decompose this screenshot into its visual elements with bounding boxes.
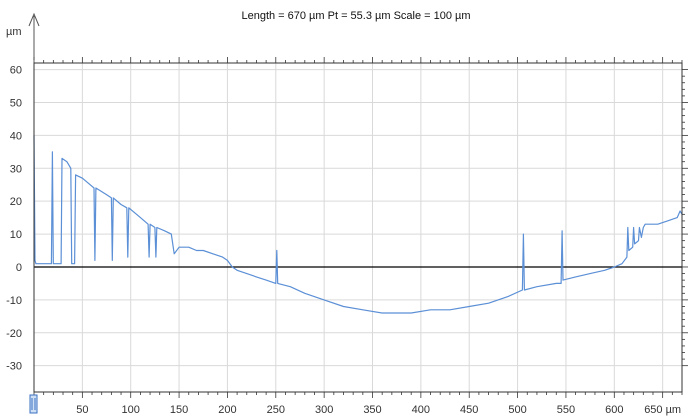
x-tick-label: 250: [267, 404, 285, 416]
x-tick-label: 200: [218, 404, 236, 416]
x-tick-label: 400: [412, 404, 430, 416]
x-tick-label: 50: [76, 404, 88, 416]
y-tick-label: 10: [10, 229, 22, 241]
y-tick-label: 20: [10, 196, 22, 208]
y-tick-label: 30: [10, 163, 22, 175]
y-unit-label: µm: [6, 26, 22, 38]
profile-series-line: [33, 135, 683, 314]
x-tick-labels: 50 100 150 200 250 300 350 400 450 500 550 600 650 µ…: [76, 404, 681, 416]
y-tick-label: 60: [10, 65, 22, 77]
plot-frame: [33, 62, 683, 393]
x-tick-label: 300: [315, 404, 333, 416]
y-axis-arrow: [28, 12, 40, 60]
x-tick-label: 500: [508, 404, 526, 416]
x-tick-label: 150: [170, 404, 188, 416]
y-tick-label: 50: [10, 97, 22, 109]
x-tick-label: 100: [122, 404, 140, 416]
y-tick-labels: 60 50 40 30 20 10 0 -10 -20 -30: [6, 65, 22, 373]
y-tick-label: 0: [16, 262, 22, 274]
y-tick-label: -20: [6, 328, 22, 340]
x-tick-label: 650 µm: [644, 404, 681, 416]
x-tick-label: 350: [363, 404, 381, 416]
y-tick-label: -10: [6, 295, 22, 307]
x-tick-label: 600: [605, 404, 623, 416]
measurement-summary: Length = 670 µm Pt = 55.3 µm Scale = 100…: [241, 10, 470, 22]
cursor-marker[interactable]: [29, 394, 38, 414]
y-tick-label: -30: [6, 361, 22, 373]
x-tick-label: 550: [557, 404, 575, 416]
y-tick-label: 40: [10, 130, 22, 142]
x-tick-label: 450: [460, 404, 478, 416]
